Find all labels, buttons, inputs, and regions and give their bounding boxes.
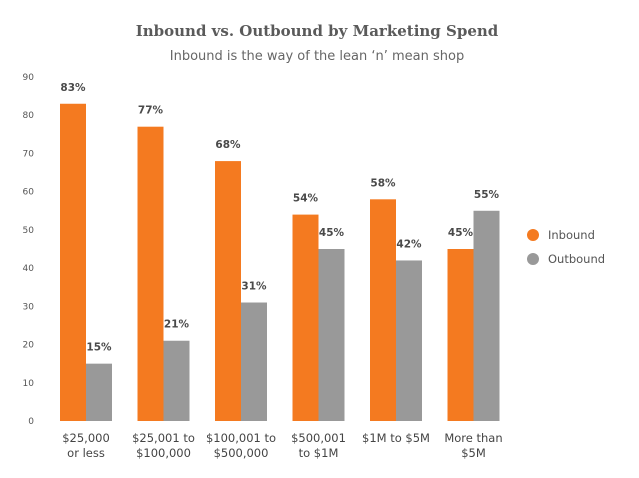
data-label: 58% [370,177,396,189]
bar-outbound [473,210,500,421]
x-tick-label: $25,001 to [132,431,195,445]
legend-marker-outbound [527,253,539,265]
chart-subtitle: Inbound is the way of the lean ‘n’ mean … [170,49,464,64]
x-tick-label: $100,000 [136,446,191,460]
x-tick-label: to $1M [299,446,339,460]
bar-outbound [86,363,112,421]
y-tick-label: 50 [23,226,35,236]
x-tick-label: $500,001 [291,431,346,445]
x-tick-label: $5M [461,446,486,460]
data-label: 21% [164,319,190,331]
data-label: 45% [448,227,474,239]
bar-inbound [370,199,396,421]
bar-inbound [137,126,164,421]
bar-outbound [163,340,190,421]
y-axis: 0 10 20 30 40 50 60 70 80 90 [23,73,35,427]
bar-inbound [447,249,474,421]
y-tick-label: 20 [23,341,35,351]
x-tick-label: $500,000 [214,446,269,460]
y-tick-label: 0 [28,417,34,427]
x-tick-label: $25,000 [62,431,110,445]
x-tick-label: More than [444,431,502,445]
data-label: 15% [86,342,112,354]
legend-label-outbound: Outbound [548,252,605,266]
legend-label-inbound: Inbound [548,228,595,242]
plot-area: 83% 15% 77% 21% 68% 31% 54% 45% 58% 42% 45% 55% [60,82,500,422]
legend: Inbound Outbound [527,228,605,266]
data-label: 54% [293,193,319,205]
x-tick-label: $1M to $5M [362,431,430,445]
bar-outbound [396,260,422,421]
legend-marker-inbound [527,229,539,241]
y-tick-label: 60 [23,188,35,198]
y-tick-label: 80 [23,111,35,121]
data-label: 77% [138,105,164,117]
chart-title: Inbound vs. Outbound by Marketing Spend [136,22,499,40]
data-label: 45% [319,227,345,239]
bar-inbound [215,161,241,422]
bar-outbound [241,302,267,421]
data-label: 83% [60,82,86,94]
bar-inbound [292,214,319,421]
bar-inbound [60,103,86,421]
data-label: 31% [241,281,267,293]
data-label: 68% [215,139,241,151]
y-tick-label: 40 [23,264,35,274]
x-tick-label: or less [67,446,105,460]
bar-outbound [318,249,345,421]
data-label: 55% [474,189,500,201]
y-tick-label: 70 [23,149,35,159]
data-label: 42% [396,238,422,250]
y-tick-label: 90 [23,73,35,83]
y-tick-label: 10 [23,379,35,389]
x-tick-label: $100,001 to [206,431,276,445]
y-tick-label: 30 [23,302,35,312]
